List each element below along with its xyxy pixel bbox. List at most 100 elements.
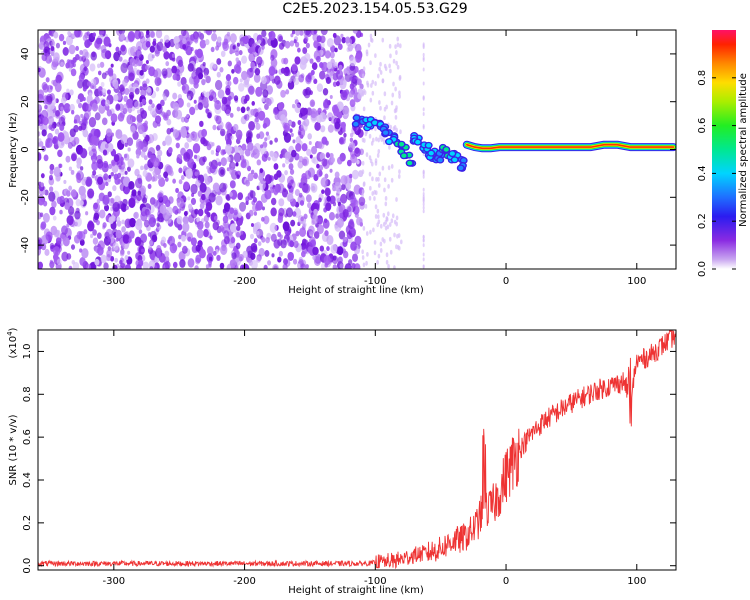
noise-speckle [257,241,262,247]
noise-speckle [77,102,83,109]
noise-speckle [82,97,86,102]
noise-speckle [332,32,337,39]
noise-speckle [383,115,386,121]
noise-speckle [374,214,378,219]
noise-speckle [172,205,179,214]
noise-speckle [383,187,386,193]
noise-speckle [361,73,365,79]
noise-speckle [229,191,233,197]
noise-speckle [377,214,380,220]
noise-speckle [49,242,55,249]
noise-speckle [284,170,288,176]
noise-speckle [273,239,281,249]
noise-speckle [131,189,137,197]
noise-speckle [171,65,178,74]
noise-speckle [251,101,255,106]
noise-speckle [122,234,130,244]
noise-speckle [38,153,42,161]
noise-speckle [229,33,237,44]
noise-speckle [116,216,121,223]
noise-speckle [261,97,265,103]
noise-speckle [141,98,146,105]
noise-speckle [220,244,228,255]
noise-speckle [102,149,108,156]
noise-speckle [46,93,53,103]
noise-speckle [133,211,139,220]
noise-speckle [92,32,97,38]
noise-speckle [230,189,238,200]
noise-speckle [210,46,215,53]
noise-speckle [90,233,94,239]
noise-speckle [45,77,50,83]
noise-speckle [92,237,99,245]
noise-speckle [268,66,276,76]
noise-speckle [395,215,399,221]
noise-speckle [82,34,88,42]
noise-speckle [94,258,100,266]
noise-speckle [134,168,140,177]
noise-speckle [76,176,82,184]
signal-blob-core [401,153,407,158]
noise-speckle [339,138,344,144]
noise-speckle [50,45,55,52]
noise-speckle [290,132,294,138]
snr-x-label: Height of straight line (km) [288,585,424,596]
signal-blob-core [443,147,449,152]
noise-speckle [102,222,107,228]
noise-speckle [172,261,178,269]
noise-speckle [342,250,349,259]
noise-speckle [38,131,41,137]
noise-speckle [79,257,86,266]
noise-speckle [71,259,76,265]
noise-speckle [128,197,136,209]
noise-speckle [65,190,71,197]
noise-speckle [272,264,279,269]
noise-speckle [137,109,141,114]
noise-speckle [267,260,272,266]
noise-speckle [106,109,112,117]
noise-speckle [124,88,130,96]
signal-blob-core [398,142,405,147]
noise-speckle [390,100,394,106]
noise-speckle [253,211,258,216]
noise-speckle [307,133,312,140]
noise-speckle [374,190,378,196]
noise-speckle [53,31,59,39]
noise-speckle [345,182,352,190]
noise-speckle [270,197,277,206]
noise-speckle [298,156,304,163]
noise-speckle [305,74,312,83]
noise-speckle [156,251,162,259]
noise-speckle [205,201,213,211]
noise-speckle [278,250,283,257]
noise-speckle [124,142,128,147]
noise-speckle [149,107,156,116]
noise-speckle [317,107,322,114]
noise-speckle [127,64,134,72]
noise-speckle [91,78,97,86]
noise-speckle [163,171,169,179]
noise-speckle [91,145,97,152]
noise-speckle [376,73,380,79]
noise-speckle [192,164,196,169]
noise-speckle [289,240,295,248]
noise-speckle [422,95,425,100]
noise-speckle [101,117,108,126]
noise-speckle [313,78,318,85]
noise-speckle [176,157,181,164]
noise-speckle [308,236,316,247]
noise-speckle [264,137,268,142]
heatmap-y-tick-label: 20 [20,95,31,108]
noise-speckle [273,75,281,85]
noise-speckle [53,166,61,177]
noise-speckle [236,106,241,112]
noise-speckle [316,35,322,43]
noise-speckle [322,219,330,229]
noise-speckle [207,246,214,256]
noise-speckle [266,134,271,141]
noise-speckle [229,112,234,118]
noise-speckle [59,195,65,204]
noise-speckle [300,56,307,66]
noise-speckle [225,87,231,96]
noise-speckle [155,144,161,152]
